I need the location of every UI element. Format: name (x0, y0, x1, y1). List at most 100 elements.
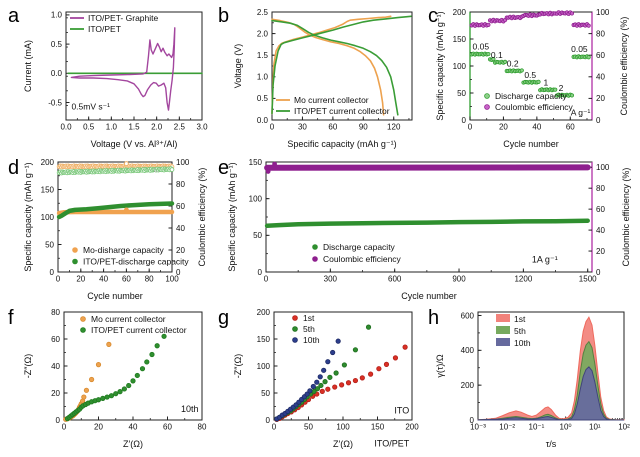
panel-b-voltage-profiles: b 0 30 60 90 120 0.0 0.5 1.0 1.5 2.0 2.5 Specific c… (216, 4, 424, 156)
svg-text:0: 0 (266, 416, 271, 425)
panel-g-letter: g (218, 307, 230, 329)
svg-text:200: 200 (257, 308, 271, 317)
svg-text:400: 400 (461, 346, 475, 355)
panel-h-drt: h 10⁻³ 10⁻² 10⁻¹ 10⁰ 10¹ 10² 0 200 400 600 τ/s γ(τ)… (426, 306, 638, 456)
svg-text:40: 40 (129, 423, 138, 432)
svg-text:150: 150 (453, 35, 467, 44)
svg-text:150: 150 (257, 335, 271, 344)
panel-e-chart: 0 300 600 900 1200 1500050100150020406080100C… (227, 158, 631, 301)
svg-text:Coulombic efficiency: Coulombic efficiency (323, 254, 402, 264)
svg-text:100: 100 (453, 62, 467, 71)
svg-text:60: 60 (51, 335, 60, 344)
panel-a-cv: a 0.0 0.5 1.0 1.5 2.0 2.5 3.0 -0.5 0.0 0.5 1.0 Volt… (6, 4, 214, 156)
panel-b-chart: 0 30 60 90 120 0.0 0.5 1.0 1.5 2.0 2.5 Specific cap… (233, 8, 413, 149)
panel-b-letter: b (218, 5, 230, 27)
svg-text:Coulombic efficiency (%): Coulombic efficiency (%) (619, 17, 629, 116)
svg-text:100: 100 (257, 362, 271, 371)
svg-text:Coulombic efficiency (%): Coulombic efficiency (%) (197, 168, 207, 267)
svg-text:300: 300 (324, 275, 338, 284)
svg-text:Current (mA): Current (mA) (23, 40, 33, 92)
svg-text:0: 0 (462, 116, 467, 125)
svg-text:600: 600 (461, 311, 475, 320)
svg-text:10¹: 10¹ (589, 423, 601, 432)
svg-text:90: 90 (359, 123, 368, 132)
svg-text:10⁻³: 10⁻³ (470, 423, 486, 432)
svg-text:100: 100 (41, 213, 55, 222)
svg-text:0: 0 (50, 268, 55, 277)
svg-text:ITO/PET- Graphite: ITO/PET- Graphite (88, 13, 159, 23)
svg-text:ITO/PET: ITO/PET (88, 24, 121, 34)
svg-text:Specific capacity (mAh g⁻¹): Specific capacity (mAh g⁻¹) (287, 139, 396, 149)
svg-text:20: 20 (596, 247, 605, 256)
svg-text:0: 0 (272, 423, 277, 432)
svg-text:1.0: 1.0 (51, 11, 63, 20)
svg-text:Discharge capacity: Discharge capacity (495, 91, 568, 101)
svg-text:40: 40 (532, 123, 541, 132)
panel-c-letter: c (428, 5, 438, 27)
svg-text:0.5mV s⁻¹: 0.5mV s⁻¹ (71, 101, 110, 111)
svg-text:0: 0 (468, 123, 473, 132)
svg-text:0.1: 0.1 (491, 50, 503, 60)
svg-text:50: 50 (261, 389, 270, 398)
svg-text:γ(τ)/Ω: γ(τ)/Ω (435, 354, 445, 378)
svg-text:Mo current collector: Mo current collector (294, 95, 369, 105)
svg-text:150: 150 (249, 158, 263, 167)
svg-text:50: 50 (457, 89, 466, 98)
svg-text:150: 150 (371, 423, 385, 432)
svg-text:0.05: 0.05 (571, 44, 588, 54)
svg-text:Specific capacity (mAh g⁻¹): Specific capacity (mAh g⁻¹) (435, 11, 445, 120)
svg-text:10⁰: 10⁰ (560, 423, 572, 432)
svg-text:1200: 1200 (514, 275, 532, 284)
svg-text:Specific capacity (mAh g⁻¹): Specific capacity (mAh g⁻¹) (23, 162, 33, 271)
svg-text:Voltage (V vs. Al³⁺/Al): Voltage (V vs. Al³⁺/Al) (91, 139, 178, 149)
svg-text:0.2: 0.2 (507, 59, 519, 69)
svg-text:0.5: 0.5 (83, 123, 95, 132)
panel-e-letter: e (218, 157, 230, 179)
svg-text:0: 0 (56, 416, 61, 425)
svg-text:60: 60 (176, 202, 185, 211)
svg-text:80: 80 (176, 180, 185, 189)
svg-text:0: 0 (470, 416, 475, 425)
svg-text:1: 1 (544, 77, 549, 87)
panel-c-rate-capability: c 0 20 40 60 0 50 100 150 200 0 20 40 60 80 100 Cycle n… (426, 4, 638, 156)
svg-text:5th: 5th (303, 324, 315, 334)
svg-text:120: 120 (387, 123, 401, 132)
svg-text:0.0: 0.0 (257, 116, 269, 125)
svg-text:60: 60 (122, 275, 131, 284)
svg-text:900: 900 (452, 275, 466, 284)
svg-text:0.05: 0.05 (473, 41, 490, 51)
svg-text:80: 80 (51, 308, 60, 317)
svg-text:40: 40 (596, 73, 605, 82)
svg-text:20: 20 (76, 275, 85, 284)
svg-text:τ/s: τ/s (546, 439, 557, 449)
svg-text:1st: 1st (303, 313, 315, 323)
panel-a-letter: a (8, 5, 20, 27)
svg-text:0: 0 (596, 116, 601, 125)
svg-text:200: 200 (41, 158, 55, 167)
svg-text:ITO/PET: ITO/PET (374, 439, 409, 449)
svg-text:-0.5: -0.5 (48, 98, 62, 107)
svg-text:1A g⁻¹: 1A g⁻¹ (532, 254, 558, 264)
svg-text:50: 50 (304, 423, 313, 432)
svg-text:50: 50 (253, 231, 262, 240)
panel-f-letter: f (8, 307, 14, 329)
svg-text:10th: 10th (303, 335, 320, 345)
svg-text:0: 0 (596, 268, 601, 277)
svg-text:30: 30 (298, 123, 307, 132)
svg-text:80: 80 (596, 184, 605, 193)
svg-text:0.0: 0.0 (60, 123, 72, 132)
svg-text:2.5: 2.5 (257, 8, 269, 17)
svg-text:200: 200 (453, 8, 467, 17)
panel-d-letter: d (8, 157, 20, 179)
svg-text:200: 200 (405, 423, 419, 432)
svg-text:3.0: 3.0 (196, 123, 208, 132)
svg-text:-Z″(Ω): -Z″(Ω) (23, 354, 33, 378)
svg-text:Cycle number: Cycle number (87, 291, 143, 301)
svg-text:60: 60 (596, 51, 605, 60)
svg-text:0: 0 (264, 275, 269, 284)
svg-text:0.5: 0.5 (51, 40, 63, 49)
svg-text:ITO/PET current collector: ITO/PET current collector (91, 325, 187, 335)
panel-c-chart: 0 20 40 60 0 50 100 150 200 0 20 40 60 80 100 Cycle num… (435, 8, 629, 149)
svg-text:1.0: 1.0 (257, 73, 269, 82)
svg-text:2.5: 2.5 (174, 123, 186, 132)
